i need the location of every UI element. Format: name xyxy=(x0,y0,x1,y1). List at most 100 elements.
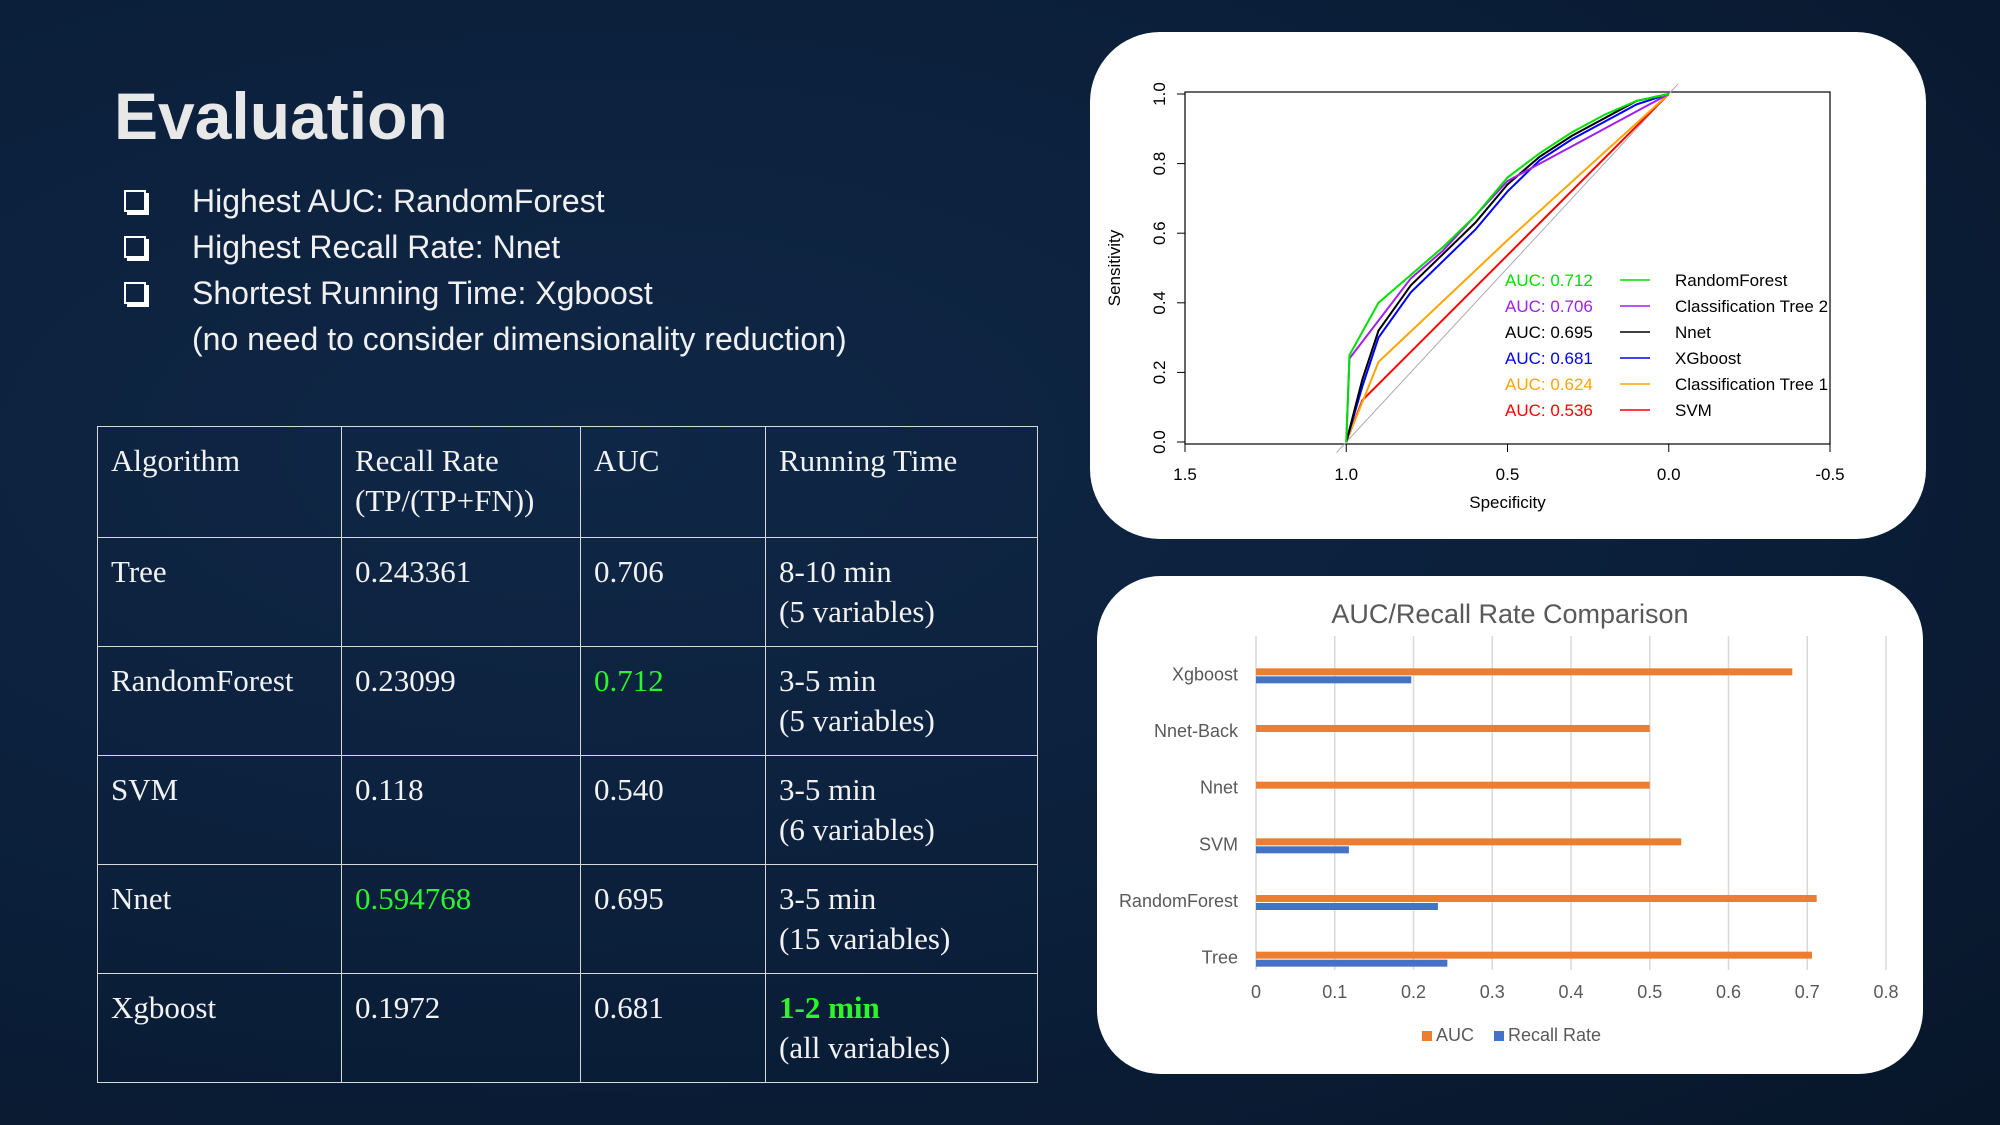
cell-auc: 0.540 xyxy=(580,755,766,865)
cell-auc-highlight: 0.712 xyxy=(580,646,766,756)
legend-label: Recall Rate xyxy=(1508,1025,1601,1045)
bar-chart: AUC/Recall Rate Comparison 0 0.1 0.2 0.3 0.4 0… xyxy=(1119,599,1899,1045)
x-tick-label: 0.7 xyxy=(1795,982,1820,1002)
bar xyxy=(1256,725,1650,732)
bullet-item: Highest AUC: RandomForest xyxy=(124,178,847,224)
x-tick-label: 0.1 xyxy=(1322,982,1347,1002)
cell-auc: 0.681 xyxy=(580,973,766,1083)
cell-time: 3-5 min (5 variables) xyxy=(765,646,1038,756)
table-header-row: Algorithm Recall Rate (TP/(TP+FN)) AUC Ru… xyxy=(97,426,1038,538)
time-variables: (15 variables) xyxy=(779,921,951,956)
bar xyxy=(1256,903,1438,910)
legend-auc-label: AUC: 0.706 xyxy=(1505,297,1593,316)
cell-auc: 0.695 xyxy=(580,864,766,974)
legend-series-label: SVM xyxy=(1675,401,1712,420)
time-value: 3-5 min xyxy=(779,881,877,916)
x-tick-label: 0.0 xyxy=(1657,465,1681,484)
bar xyxy=(1256,668,1793,676)
bullet-text: (no need to consider dimensionality redu… xyxy=(192,321,847,357)
x-tick-label: -0.5 xyxy=(1815,465,1844,484)
cell-algorithm: RandomForest xyxy=(97,646,342,756)
reference-line xyxy=(1336,83,1679,453)
bar xyxy=(1256,676,1412,684)
y-tick-label: 0.4 xyxy=(1150,291,1169,315)
category-label: Nnet xyxy=(1200,778,1238,798)
category-label: Xgboost xyxy=(1172,664,1238,684)
table-row: Xgboost 0.1972 0.681 1-2 min (all variabl… xyxy=(97,973,1038,1083)
legend-auc-label: AUC: 0.681 xyxy=(1505,349,1593,368)
series-line xyxy=(1345,93,1669,443)
table-row: Nnet 0.594768 0.695 3-5 min (15 variables… xyxy=(97,864,1038,974)
bar xyxy=(1256,959,1448,967)
cell-recall: 0.243361 xyxy=(341,537,581,647)
cell-recall: 0.23099 xyxy=(341,646,581,756)
y-tick-label: 0.2 xyxy=(1150,361,1169,385)
bar xyxy=(1256,951,1812,959)
cell-algorithm: Tree xyxy=(97,537,342,647)
roc-chart-card: 1.5 1.0 0.5 0.0 -0.5 0.0 0.2 0.4 0.6 0.8 1.0 Specif… xyxy=(1090,32,1926,539)
legend-swatch xyxy=(1494,1031,1504,1041)
header-recall-label: Recall Rate xyxy=(355,443,499,478)
time-value-highlight: 1-2 min xyxy=(779,990,880,1025)
checkbox-icon xyxy=(124,190,146,212)
time-variables: (6 variables) xyxy=(779,812,935,847)
x-tick-label: 0.5 xyxy=(1496,465,1520,484)
series-line xyxy=(1345,93,1669,443)
x-tick-label: 1.0 xyxy=(1334,465,1358,484)
chart-title: AUC/Recall Rate Comparison xyxy=(1331,599,1688,629)
legend-auc-label: AUC: 0.536 xyxy=(1505,401,1593,420)
legend-series-label: RandomForest xyxy=(1675,271,1788,290)
legend-auc-label: AUC: 0.624 xyxy=(1505,375,1593,394)
y-tick-label: 0.0 xyxy=(1150,430,1169,454)
bar xyxy=(1256,838,1682,846)
y-tick-label: 1.0 xyxy=(1150,82,1169,106)
checkbox-icon xyxy=(124,236,146,258)
cell-recall: 0.1972 xyxy=(341,973,581,1083)
cell-algorithm: Nnet xyxy=(97,864,342,974)
bullet-item: (no need to consider dimensionality redu… xyxy=(124,316,847,362)
header-running-time: Running Time xyxy=(765,426,1038,538)
cell-time: 3-5 min (6 variables) xyxy=(765,755,1038,865)
cell-recall-highlight: 0.594768 xyxy=(341,864,581,974)
series-line xyxy=(1345,93,1670,443)
legend-auc-label: AUC: 0.695 xyxy=(1505,323,1593,342)
category-label: SVM xyxy=(1199,834,1238,854)
time-variables: (all variables) xyxy=(779,1030,951,1065)
x-tick-label: 0.8 xyxy=(1873,982,1898,1002)
bullet-text: Shortest Running Time: Xgboost xyxy=(192,275,653,311)
slide-title: Evaluation xyxy=(114,79,448,153)
bullet-item: Highest Recall Rate: Nnet xyxy=(124,224,847,270)
header-auc: AUC xyxy=(580,426,766,538)
cell-time: 1-2 min (all variables) xyxy=(765,973,1038,1083)
cell-algorithm: SVM xyxy=(97,755,342,865)
table-row: Tree 0.243361 0.706 8-10 min (5 variables… xyxy=(97,537,1038,647)
x-tick-label: 0.2 xyxy=(1401,982,1426,1002)
cell-auc: 0.706 xyxy=(580,537,766,647)
time-variables: (5 variables) xyxy=(779,703,935,738)
header-recall: Recall Rate (TP/(TP+FN)) xyxy=(341,426,581,538)
header-algorithm: Algorithm xyxy=(97,426,342,538)
legend-series-label: XGboost xyxy=(1675,349,1741,368)
bullet-list: Highest AUC: RandomForest Highest Recall… xyxy=(124,178,847,362)
cell-algorithm: Xgboost xyxy=(97,973,342,1083)
bar xyxy=(1256,846,1349,854)
table-row: RandomForest 0.23099 0.712 3-5 min (5 var… xyxy=(97,646,1038,756)
category-label: Nnet-Back xyxy=(1154,721,1239,741)
table-row: SVM 0.118 0.540 3-5 min (6 variables) xyxy=(97,755,1038,865)
bullet-item: Shortest Running Time: Xgboost xyxy=(124,270,847,316)
y-tick-label: 0.6 xyxy=(1150,221,1169,245)
time-value: 3-5 min xyxy=(779,663,877,698)
bullet-text: Highest Recall Rate: Nnet xyxy=(192,229,561,265)
x-tick-label: 0 xyxy=(1251,982,1261,1002)
y-tick-label: 0.8 xyxy=(1150,152,1169,176)
x-tick-label: 0.4 xyxy=(1558,982,1583,1002)
bar-chart-card: AUC/Recall Rate Comparison 0 0.1 0.2 0.3 0.4 0… xyxy=(1097,576,1923,1074)
legend-series-label: Classification Tree 1 xyxy=(1675,375,1828,394)
legend-series-label: Classification Tree 2 xyxy=(1675,297,1828,316)
x-tick-label: 0.6 xyxy=(1716,982,1741,1002)
time-value: 8-10 min xyxy=(779,554,892,589)
category-label: Tree xyxy=(1202,948,1238,968)
checkbox-icon xyxy=(124,282,146,304)
series-line xyxy=(1345,93,1670,443)
cell-recall: 0.118 xyxy=(341,755,581,865)
